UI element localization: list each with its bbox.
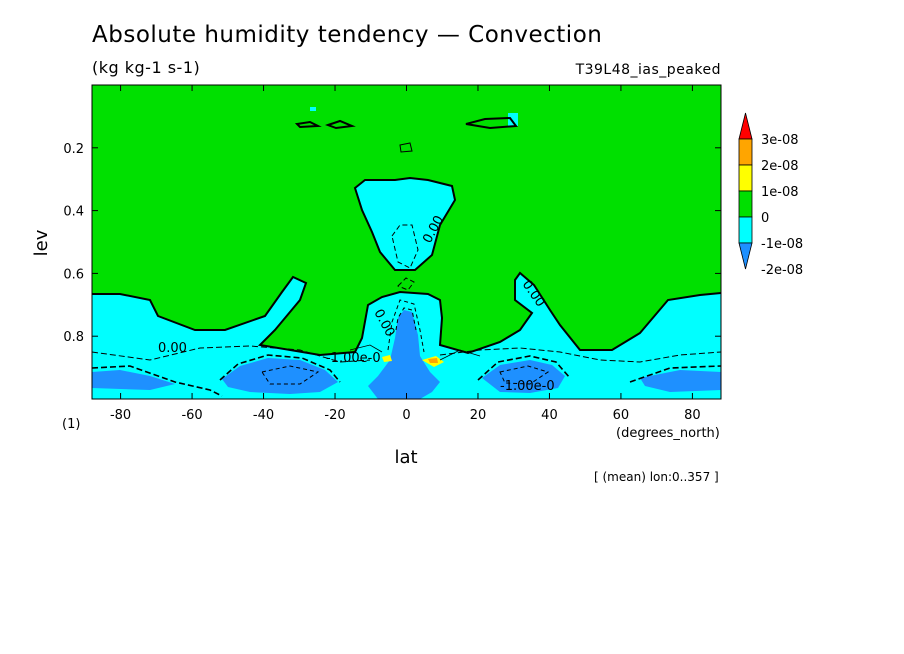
panel-label: (1): [62, 417, 81, 432]
low-level-drying-fill: [92, 370, 175, 390]
contour-label-group: 0.00 0.00 0.00 0.00 -1.00e-0 -1.00e-0: [158, 213, 555, 394]
contour-label: -1.00e-0: [326, 351, 381, 366]
southern-midlat-drying-fill: [222, 358, 338, 394]
x-tick-label: -80: [110, 408, 131, 423]
x-tick-label: 60: [613, 408, 630, 423]
y-tick-label: 0.8: [63, 330, 84, 345]
colorbar-label: 0: [761, 211, 769, 226]
x-tick-label: 0: [402, 408, 410, 423]
colorbar: -2e-08 -1e-08 0 1e-08 2e-08 3e-08: [738, 112, 803, 278]
upper-cyan-patch: [508, 113, 518, 126]
colorbar-swatch: [738, 216, 753, 244]
contour-lines: [92, 116, 721, 397]
filled-contours: [92, 85, 721, 399]
y-tick-label: 0.6: [63, 267, 84, 282]
colorbar-swatch: [738, 138, 753, 166]
y-axis: 0.2 0.4 0.6 0.8: [63, 142, 721, 345]
chart-title: Absolute humidity tendency — Convection: [92, 22, 603, 48]
upper-tropical-drying-fill: [355, 178, 455, 270]
contour-label: 0.00: [158, 341, 187, 356]
colorbar-label: -2e-08: [761, 263, 803, 278]
y-axis-label: lev: [31, 229, 52, 256]
colorbar-arrow-top: [738, 112, 753, 140]
x-tick-label: -60: [181, 408, 202, 423]
x-axis: -80 -60 -40 -20 0 20 40 60 80: [110, 85, 701, 423]
colorbar-arrow-bottom: [738, 242, 753, 270]
y-tick-label: 0.4: [63, 205, 84, 220]
low-level-drying-fill: [640, 370, 721, 392]
equatorial-column-drying-fill: [368, 310, 440, 399]
contour-label: -1.00e-0: [500, 379, 555, 394]
moistening-patch: [382, 355, 392, 362]
upper-cyan-patch: [310, 107, 316, 111]
averaging-note: [ (mean) lon:0..357 ]: [594, 470, 719, 484]
x-axis-label: lat: [394, 447, 417, 468]
colorbar-swatch: [738, 190, 753, 218]
x-axis-units: (degrees_north): [616, 426, 720, 441]
x-tick-label: -40: [253, 408, 274, 423]
chart-units: (kg kg-1 s-1): [92, 58, 201, 77]
colorbar-label: 3e-08: [761, 133, 799, 148]
x-tick-label: -20: [324, 408, 345, 423]
colorbar-label: 1e-08: [761, 185, 799, 200]
colorbar-label: -1e-08: [761, 237, 803, 252]
y-tick-label: 0.2: [63, 142, 84, 157]
moistening-patch: [428, 358, 438, 363]
x-tick-label: 80: [684, 408, 701, 423]
colorbar-label: 2e-08: [761, 159, 799, 174]
x-tick-label: 20: [470, 408, 487, 423]
x-tick-label: 40: [541, 408, 558, 423]
northern-midlat-drying-fill: [482, 360, 565, 393]
colorbar-swatch: [738, 164, 753, 192]
experiment-name: T39L48_ias_peaked: [575, 62, 721, 78]
